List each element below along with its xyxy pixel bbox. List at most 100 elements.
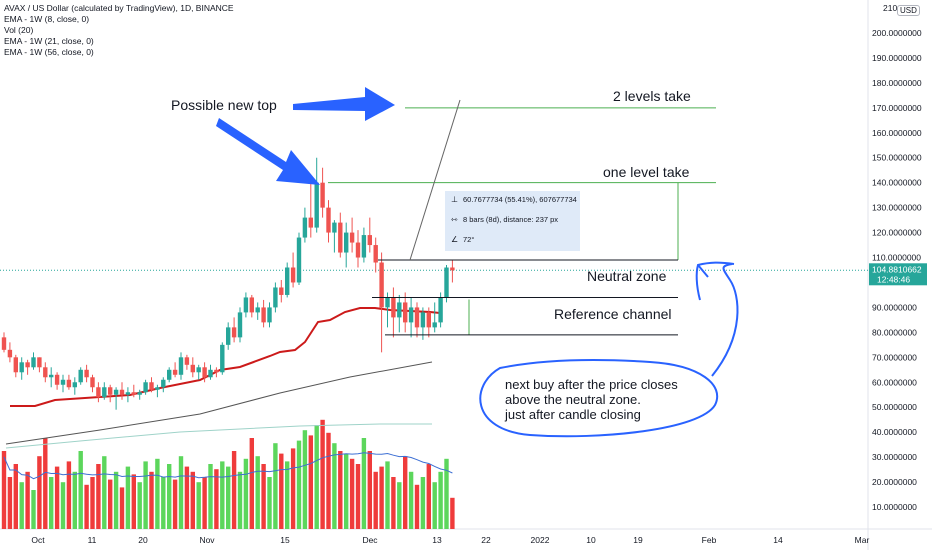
price-axis-top-label: 210 <box>883 3 898 13</box>
candle-body <box>326 207 331 233</box>
volume-bar <box>408 471 414 529</box>
candle-body <box>1 337 7 350</box>
price-tick-label: 50.0000000 <box>872 402 917 412</box>
time-axis-label: 20 <box>138 535 148 545</box>
candle-body <box>84 369 89 378</box>
candle-body <box>143 382 148 393</box>
legend-study-vol[interactable]: Vol (20) <box>4 25 34 35</box>
volume-bar <box>231 451 237 529</box>
volume-bar <box>403 456 408 529</box>
volume-bar <box>355 464 361 529</box>
volume-bar <box>420 477 426 529</box>
volume-bar <box>296 440 302 529</box>
candle-body <box>403 302 408 323</box>
volume-bar <box>220 461 225 529</box>
candle-body <box>196 367 201 373</box>
candle-body <box>285 267 290 295</box>
price-tick-label: 80.0000000 <box>872 327 917 337</box>
note-line-3: just after candle closing <box>504 407 641 422</box>
candle-body <box>267 307 272 323</box>
price-tick-label: 200.0000000 <box>872 28 922 38</box>
volume-bar <box>261 464 266 529</box>
measure-angle-icon: ∠ <box>451 235 458 244</box>
price-tick-label: 180.0000000 <box>872 78 922 88</box>
volume-ma-line <box>3 452 453 480</box>
candle-body <box>167 369 172 380</box>
time-axis-label: 11 <box>88 535 97 545</box>
volume-bar <box>320 419 325 529</box>
volume-bar <box>172 479 178 529</box>
note-bubble <box>479 359 719 438</box>
candle-body <box>214 369 219 373</box>
volume-bar <box>373 471 378 529</box>
volume-bar <box>308 435 313 529</box>
candle-body <box>108 387 113 395</box>
candle-body <box>426 312 431 328</box>
volume-bar <box>426 464 431 529</box>
candle-body <box>161 379 166 388</box>
ema56-line <box>5 361 433 445</box>
volume-bar <box>432 482 437 529</box>
price-tick-label: 60.0000000 <box>872 377 917 387</box>
candle-body <box>237 312 243 338</box>
candle-body <box>379 262 384 308</box>
candle-body <box>7 349 13 358</box>
time-axis-label: Mar <box>855 535 870 545</box>
candle-body <box>184 357 190 365</box>
volume-bar <box>143 461 148 529</box>
volume-bar <box>1 451 7 529</box>
volume-bar <box>397 482 402 529</box>
price-tick-label: 110.0000000 <box>872 253 921 263</box>
candle-body <box>178 357 184 375</box>
candle-body <box>361 235 367 258</box>
legend-study-ema8[interactable]: EMA - 1W (8, close, 0) <box>4 14 90 24</box>
candle-body <box>367 235 372 246</box>
candle-body <box>190 364 195 373</box>
candle-body <box>243 297 249 313</box>
volume-bar <box>208 464 213 529</box>
volume-bar <box>102 456 107 529</box>
currency-button[interactable]: USD <box>897 5 920 16</box>
candle-body <box>19 362 24 373</box>
volume-bar <box>84 484 89 529</box>
volume-bar <box>237 471 243 529</box>
volume-bar <box>149 471 154 529</box>
time-axis-label: 19 <box>633 535 643 545</box>
candle-body <box>137 392 142 395</box>
candle-body <box>414 307 420 328</box>
current-price-countdown: 12:48:46 <box>877 274 910 284</box>
price-tick-label: 70.0000000 <box>872 352 917 362</box>
current-price-tag <box>869 263 927 286</box>
volume-bar <box>196 482 201 529</box>
one-level-take-label: one level take <box>603 164 690 180</box>
candle-body <box>102 387 107 398</box>
candle-body <box>261 307 266 323</box>
volume-bar <box>273 443 278 529</box>
volume-bar <box>279 453 284 529</box>
volume-bar <box>414 484 420 529</box>
note-line-2: above the neutral zone. <box>505 392 641 407</box>
volume-bar <box>314 425 319 529</box>
candle-body <box>279 287 284 295</box>
candle-body <box>231 327 237 338</box>
volume-bar <box>43 438 48 529</box>
volume-bar <box>155 458 160 529</box>
candle-body <box>119 389 125 395</box>
angle-ruler-line <box>409 99 461 261</box>
volume-bar <box>444 458 449 529</box>
volume-bar <box>66 461 72 529</box>
volume-bar <box>167 464 172 529</box>
volume-bar <box>361 438 367 529</box>
volume-bar <box>202 477 207 529</box>
legend-title[interactable]: AVAX / US Dollar (calculated by TradingV… <box>4 3 234 13</box>
candle-body <box>96 387 101 398</box>
legend-study-ema21[interactable]: EMA - 1W (21, close, 0) <box>4 36 94 46</box>
candle-body <box>344 232 349 253</box>
time-axis-label: Feb <box>702 535 717 545</box>
volume-bar <box>60 482 66 529</box>
candle-body <box>202 367 207 378</box>
volume-bar <box>90 477 95 529</box>
legend-study-ema56[interactable]: EMA - 1W (56, close, 0) <box>4 47 94 57</box>
volume-bar <box>326 432 331 529</box>
